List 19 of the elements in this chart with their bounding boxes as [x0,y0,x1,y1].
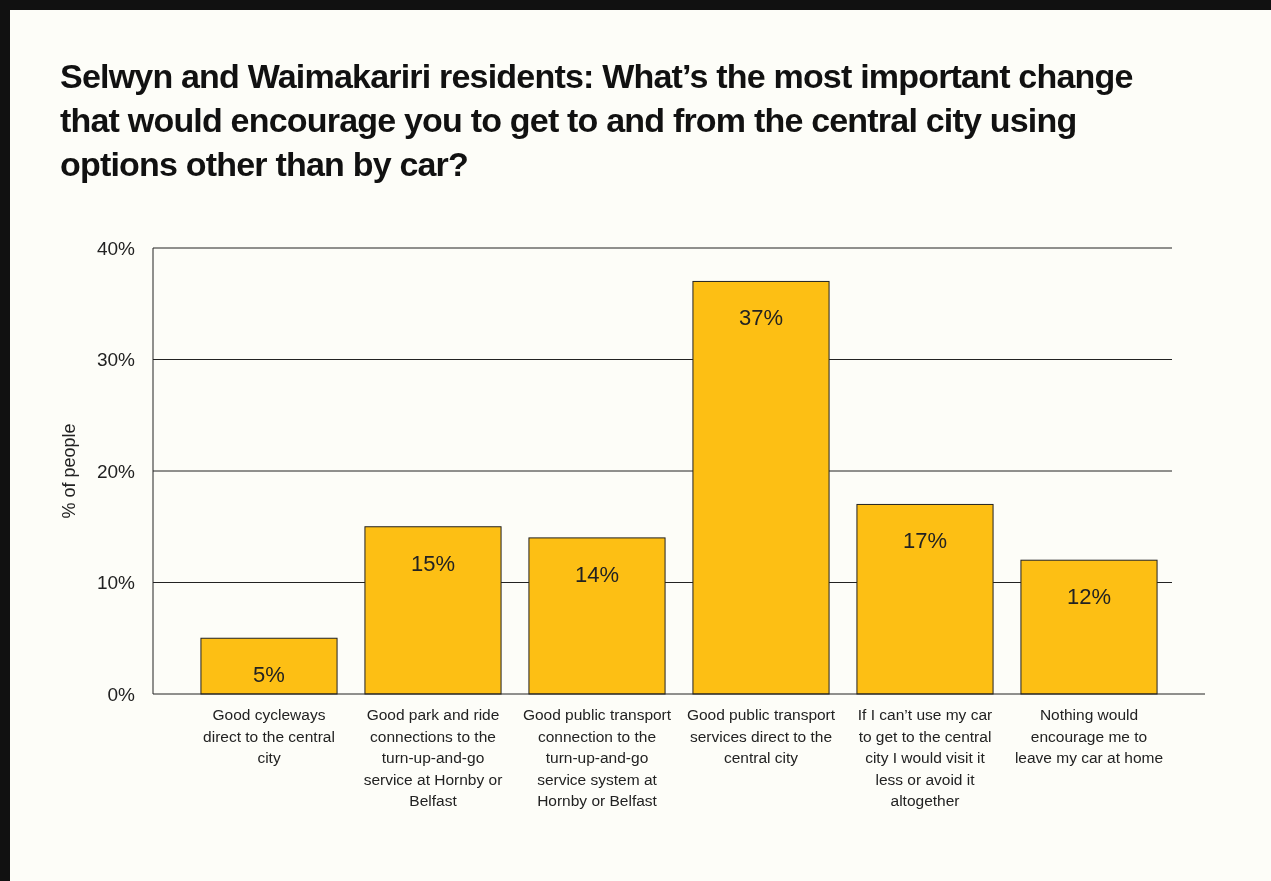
y-tick-label: 40% [96,237,136,259]
x-tick-label: Nothing would encourage me to leave my car at home [1014,706,1164,766]
y-tick-label: 30% [96,349,136,371]
y-axis-title: % of people [59,423,79,519]
data-label: 14% [574,561,620,587]
data-label: 15% [410,550,456,576]
data-label: 12% [1066,584,1112,610]
x-tick-label: Good park and ride connections to the turn-up-and-go service at Hornby or Belfast [363,706,503,809]
data-label: 17% [902,528,948,554]
x-tick-label: If I can’t use my car to get to the central city I would visit it less or avoid it altogether [857,706,993,809]
x-tick-label: Good public transport services direct to the central city [686,706,836,766]
x-tick-label: Good cycleways direct to the central city [203,706,335,766]
chart-title: Selwyn and Waimakariri residents: What’s the most important change that would encourage you to get to and from the central city using options other than by car? [60,57,1133,183]
x-tick-label: Good public transport connection to the turn-up-and-go service system at Hornby or Belfast [522,706,672,809]
y-tick-label: 20% [96,460,136,482]
y-tick-label: 10% [96,572,136,594]
data-label: 37% [738,305,784,331]
data-label: 5% [253,662,285,688]
y-tick-label: 0% [107,683,136,705]
